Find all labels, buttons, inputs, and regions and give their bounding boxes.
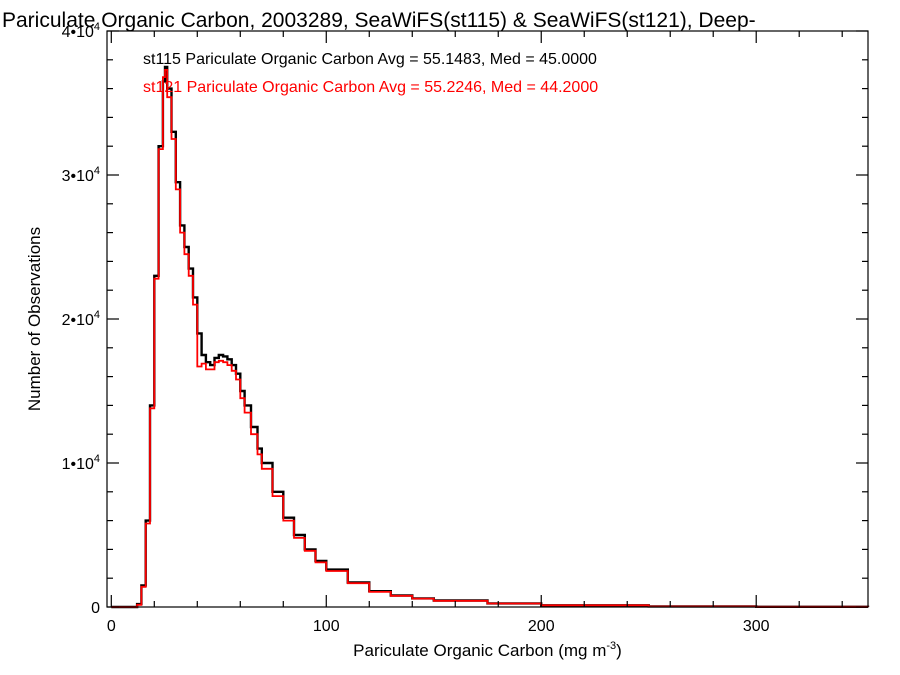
legend-entry-st121: st121 Pariculate Organic Carbon Avg = 55…	[143, 79, 598, 96]
plot-frame	[106, 30, 869, 608]
x-tick-label: 200	[528, 618, 555, 635]
x-axis-title-main: Pariculate Organic Carbon (mg m	[353, 641, 606, 660]
x-tick-labels: 0 100 200 300	[107, 618, 770, 635]
series-line-st121	[111, 69, 869, 608]
plot-series	[111, 65, 870, 609]
y-tick-label: 1•104	[62, 453, 100, 473]
x-axis-title-close: )	[616, 641, 622, 660]
x-tick-label: 100	[313, 618, 340, 635]
legend: st115 Pariculate Organic Carbon Avg = 55…	[143, 51, 598, 96]
axis-ticks	[107, 30, 868, 608]
y-tick-label: 3•104	[62, 165, 100, 185]
x-axis-title-exponent: -3	[606, 640, 616, 652]
x-axis-title: Pariculate Organic Carbon (mg m-3)	[353, 640, 622, 660]
x-tick-label: 300	[743, 618, 770, 635]
y-tick-label: 4•104	[62, 21, 100, 41]
y-tick-label: 2•104	[62, 309, 100, 329]
chart-title: Pariculate Organic Carbon, 2003289, SeaW…	[2, 9, 756, 32]
x-tick-label: 0	[107, 618, 116, 635]
y-axis-title: Number of Observations	[25, 227, 44, 411]
y-tick-labels: 0 1•104 2•104 3•104 4•104	[62, 21, 101, 617]
y-tick-label: 0	[91, 600, 100, 617]
series-line-st115	[111, 65, 870, 609]
legend-entry-st115: st115 Pariculate Organic Carbon Avg = 55…	[143, 51, 597, 68]
